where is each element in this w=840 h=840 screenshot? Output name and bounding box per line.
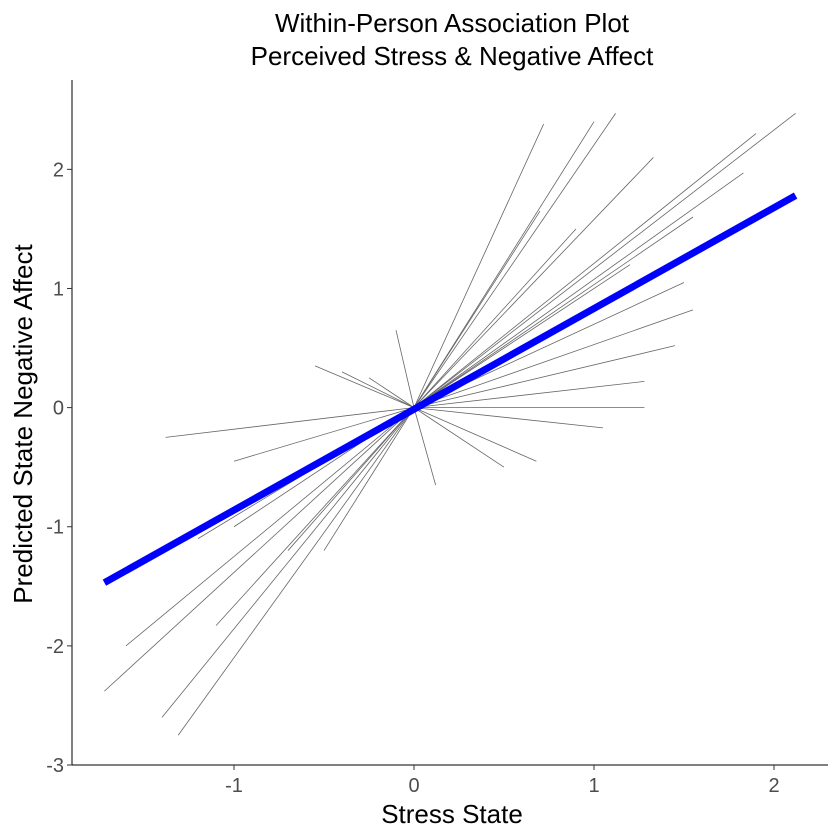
axes: -1 0 1 2 -3 -2 -1 0 1 2 (46, 80, 828, 797)
person-line-24 (413, 172, 744, 408)
person-line-18 (413, 121, 595, 408)
person-line-22 (413, 113, 796, 408)
x-tick-label: 2 (768, 775, 779, 797)
person-line-23 (413, 133, 757, 408)
person-line-32 (413, 407, 505, 468)
y-tick-label: 2 (53, 159, 64, 181)
y-tick-label: -1 (46, 517, 64, 539)
chart-title-line-2: Perceived Stress & Negative Affect (251, 41, 654, 71)
y-axis-title: Predicted State Negative Affect (8, 244, 38, 604)
person-line-17 (413, 123, 544, 408)
person-lines (104, 113, 796, 736)
x-axis-title: Stress State (381, 799, 523, 829)
y-tick-label: -2 (46, 636, 64, 658)
y-tick-label: 0 (53, 398, 64, 420)
person-line-14 (368, 377, 415, 408)
x-tick-label: 1 (588, 775, 599, 797)
fixed-effect-layer (102, 192, 798, 586)
person-line-27 (413, 309, 694, 408)
person-line-19 (413, 113, 616, 408)
person-line-29 (413, 381, 645, 409)
person-line-21 (413, 228, 577, 408)
person-line-1 (104, 407, 415, 692)
y-tick-label: -3 (46, 755, 64, 777)
person-line-35 (413, 210, 541, 408)
person-line-11 (323, 407, 415, 551)
person-line-3 (161, 407, 415, 718)
person-line-20 (413, 157, 654, 408)
x-tick-label: -1 (225, 775, 243, 797)
x-tick-label: 0 (408, 775, 419, 797)
person-line-9 (233, 407, 415, 462)
person-line-6 (165, 407, 415, 438)
person-line-13 (341, 371, 415, 408)
person-line-33 (413, 407, 537, 462)
person-line-34 (413, 264, 631, 408)
y-tick-label: 1 (53, 278, 64, 300)
person-line-10 (287, 407, 415, 551)
person-line-16 (413, 407, 436, 486)
person-line-4 (177, 407, 415, 736)
person-line-2 (125, 407, 415, 647)
person-line-31 (413, 407, 604, 429)
chart-title-line-1: Within-Person Association Plot (275, 8, 630, 38)
person-line-15 (395, 330, 415, 408)
fixed-effect-line (102, 192, 798, 586)
person-line-25 (413, 216, 694, 408)
person-line-5 (215, 407, 415, 626)
person-line-28 (413, 345, 676, 408)
person-line-12 (314, 365, 415, 408)
